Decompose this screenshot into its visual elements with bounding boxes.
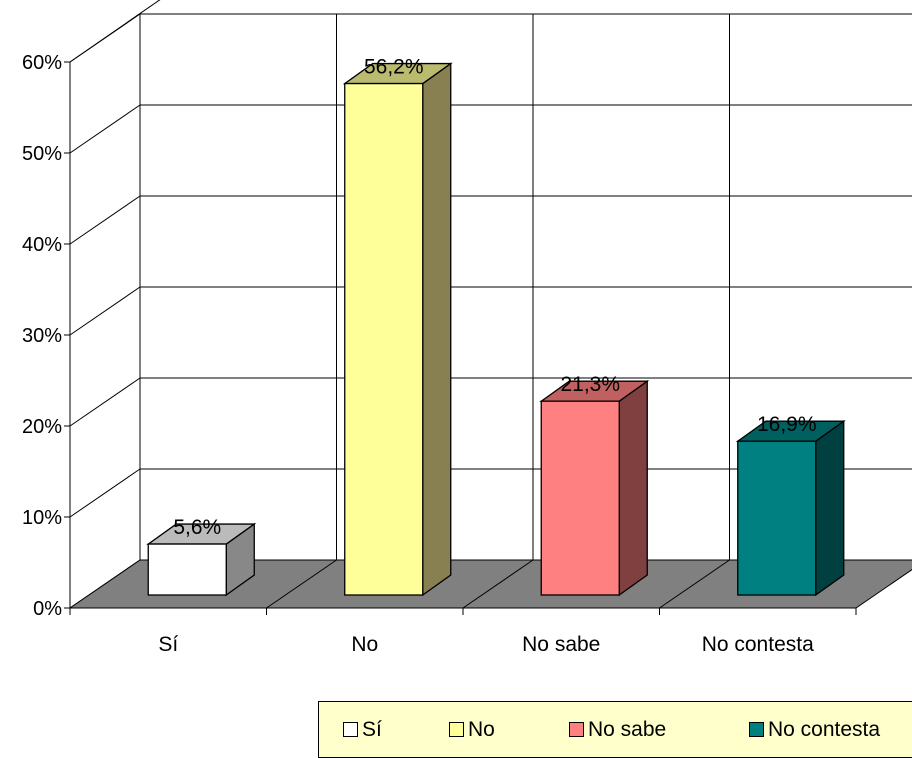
floor-divider [659, 559, 730, 609]
bars [146, 62, 846, 597]
legend-label: No sabe [588, 717, 667, 741]
y-tick-label: 10% [22, 507, 62, 529]
legend-swatch [749, 722, 764, 737]
legend-label: No contesta [768, 717, 881, 741]
legend: Sí No No sabe No contesta [318, 701, 912, 758]
legend-swatch [343, 722, 358, 737]
legend-item: No [449, 718, 495, 742]
y-tick-label: 0% [33, 598, 62, 620]
bar-side [422, 62, 452, 597]
bar-side [815, 419, 845, 597]
y-tick-label: 50% [22, 143, 62, 165]
legend-swatch [569, 722, 584, 737]
x-tick-label: Sí [158, 633, 178, 656]
labels: 0% 10% 20% 30% 40% 50% 60% 5,6% Sí 56,2% No 21,3% No… [22, 52, 817, 656]
side-gridline [69, 104, 141, 154]
x-tick-label: No sabe [522, 633, 600, 656]
legend-item: No contesta [749, 718, 880, 742]
legend-item: Sí [343, 718, 382, 742]
bar-sí [146, 522, 257, 597]
x-tick-label: No [351, 633, 378, 656]
y-tick-label: 60% [22, 52, 62, 74]
bar-no [342, 62, 453, 597]
legend-swatch [449, 722, 464, 737]
y-tick-label: 20% [22, 416, 62, 438]
y-tick-label: 30% [22, 325, 62, 347]
data-label: 56,2% [364, 56, 424, 79]
top-side-edge [69, 0, 161, 63]
bar-side [618, 379, 648, 597]
axes [64, 61, 857, 615]
bar-front [737, 440, 817, 596]
bar-front [344, 82, 424, 596]
legend-label: No [468, 717, 495, 741]
bar-no-sabe [539, 379, 650, 597]
side-gridline [69, 286, 141, 336]
side-gridline [69, 195, 141, 245]
data-label: 16,9% [757, 413, 817, 436]
floor-divider [462, 559, 534, 609]
side-gridline [69, 377, 141, 427]
y-tick-label: 40% [22, 234, 62, 256]
grid-lines [69, 0, 912, 609]
side-gridline [69, 468, 141, 518]
legend-item: No sabe [569, 718, 666, 742]
data-label: 21,3% [560, 373, 620, 396]
legend-label: Sí [362, 717, 382, 741]
bar-front [540, 400, 620, 596]
bar-no-contesta [735, 419, 846, 597]
x-tick-label: No contesta [702, 633, 814, 656]
floor-divider [266, 559, 337, 609]
bar-front [147, 543, 227, 596]
data-label: 5,6% [173, 516, 221, 539]
